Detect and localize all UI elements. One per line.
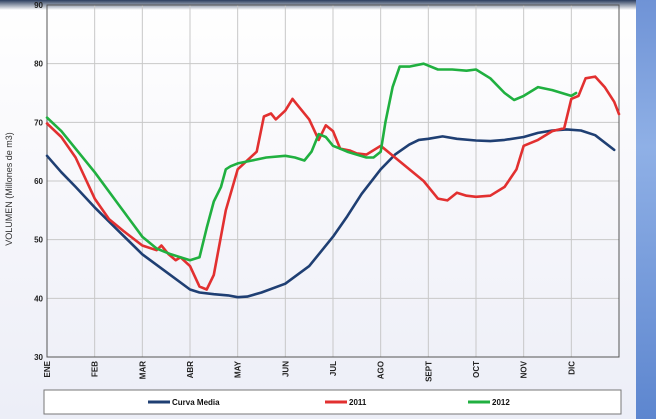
x-tick-label-may: MAY [234, 360, 243, 378]
x-tick-label-jul: JUL [329, 361, 338, 376]
x-tick-label-abr: ABR [186, 361, 195, 379]
x-tick-label-ago: AGO [377, 361, 386, 379]
y-tick-label-3: 60 [34, 177, 43, 186]
y-tick-label-0: 30 [34, 353, 43, 362]
y-tick-label-4: 70 [34, 118, 43, 127]
x-tick-label-sept: SEPT [424, 361, 433, 382]
x-tick-label-ene: ENE [43, 360, 52, 377]
x-tick-label-mar: MAR [138, 361, 147, 379]
x-axis-ticks: ENE FEB MAR ABR MAY JUN JUL AGO SEPT OCT NOV DIC [43, 360, 576, 382]
x-tick-label-nov: NOV [520, 360, 529, 378]
series-line-2 [45, 62, 578, 262]
x-tick-label-jun: JUN [281, 361, 290, 377]
chart-grid [46, 4, 620, 358]
y-axis-label: VOLUMEN (Millones de m3) [4, 132, 14, 246]
plot-frame [46, 4, 620, 358]
series-line-1 [45, 75, 621, 291]
legend-label-1: 2011 [349, 398, 367, 407]
y-tick-label-5: 80 [34, 60, 43, 69]
y-tick-label-1: 40 [34, 294, 43, 303]
x-tick-label-dic: DIC [567, 361, 576, 375]
x-tick-label-feb: FEB [91, 361, 100, 377]
line-chart: 30 40 50 60 70 80 90 ENE FEB MAR ABR MAY JUN JUL AGO S… [4, 1, 622, 415]
y-tick-label-6: 90 [34, 1, 43, 10]
series-lines [45, 62, 621, 299]
x-tick-label-oct: OCT [472, 361, 481, 378]
legend: Curva Media 2011 2012 [43, 389, 622, 415]
series-line-0 [45, 128, 616, 299]
y-axis-ticks: 30 40 50 60 70 80 90 [34, 1, 43, 362]
legend-label-2: 2012 [492, 398, 510, 407]
y-tick-label-2: 50 [34, 236, 43, 245]
legend-label-0: Curva Media [172, 398, 220, 407]
